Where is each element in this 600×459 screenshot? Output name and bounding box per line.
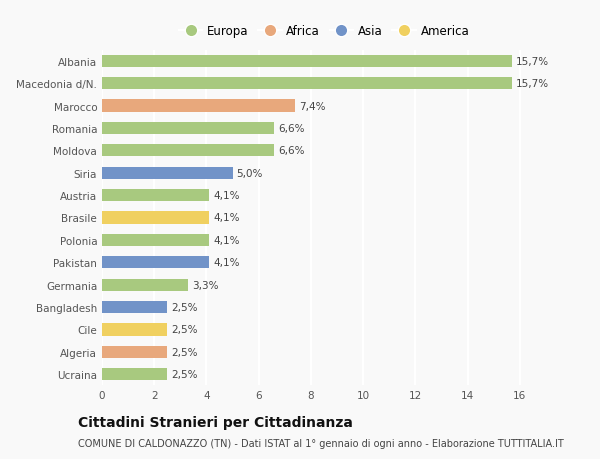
Bar xyxy=(102,346,167,358)
Legend: Europa, Africa, Asia, America: Europa, Africa, Asia, America xyxy=(176,23,472,40)
Bar xyxy=(102,100,295,112)
Text: 2,5%: 2,5% xyxy=(171,369,198,380)
Bar xyxy=(102,56,512,68)
Bar xyxy=(102,324,167,336)
Bar xyxy=(102,301,167,313)
Text: COMUNE DI CALDONAZZO (TN) - Dati ISTAT al 1° gennaio di ogni anno - Elaborazione: COMUNE DI CALDONAZZO (TN) - Dati ISTAT a… xyxy=(78,438,564,448)
Text: 3,3%: 3,3% xyxy=(192,280,218,290)
Text: 4,1%: 4,1% xyxy=(213,235,239,246)
Text: 2,5%: 2,5% xyxy=(171,347,198,357)
Bar xyxy=(102,279,188,291)
Bar xyxy=(102,257,209,269)
Text: 15,7%: 15,7% xyxy=(516,56,549,67)
Text: 4,1%: 4,1% xyxy=(213,257,239,268)
Text: 7,4%: 7,4% xyxy=(299,101,326,112)
Text: 4,1%: 4,1% xyxy=(213,213,239,223)
Bar xyxy=(102,78,512,90)
Bar xyxy=(102,123,274,135)
Bar xyxy=(102,190,209,202)
Text: Cittadini Stranieri per Cittadinanza: Cittadini Stranieri per Cittadinanza xyxy=(78,415,353,429)
Bar xyxy=(102,234,209,246)
Bar xyxy=(102,212,209,224)
Text: 2,5%: 2,5% xyxy=(171,302,198,313)
Text: 2,5%: 2,5% xyxy=(171,325,198,335)
Text: 6,6%: 6,6% xyxy=(278,123,305,134)
Text: 4,1%: 4,1% xyxy=(213,190,239,201)
Text: 6,6%: 6,6% xyxy=(278,146,305,156)
Bar xyxy=(102,145,274,157)
Bar xyxy=(102,368,167,381)
Text: 15,7%: 15,7% xyxy=(516,79,549,89)
Text: 5,0%: 5,0% xyxy=(236,168,263,179)
Bar xyxy=(102,167,233,179)
